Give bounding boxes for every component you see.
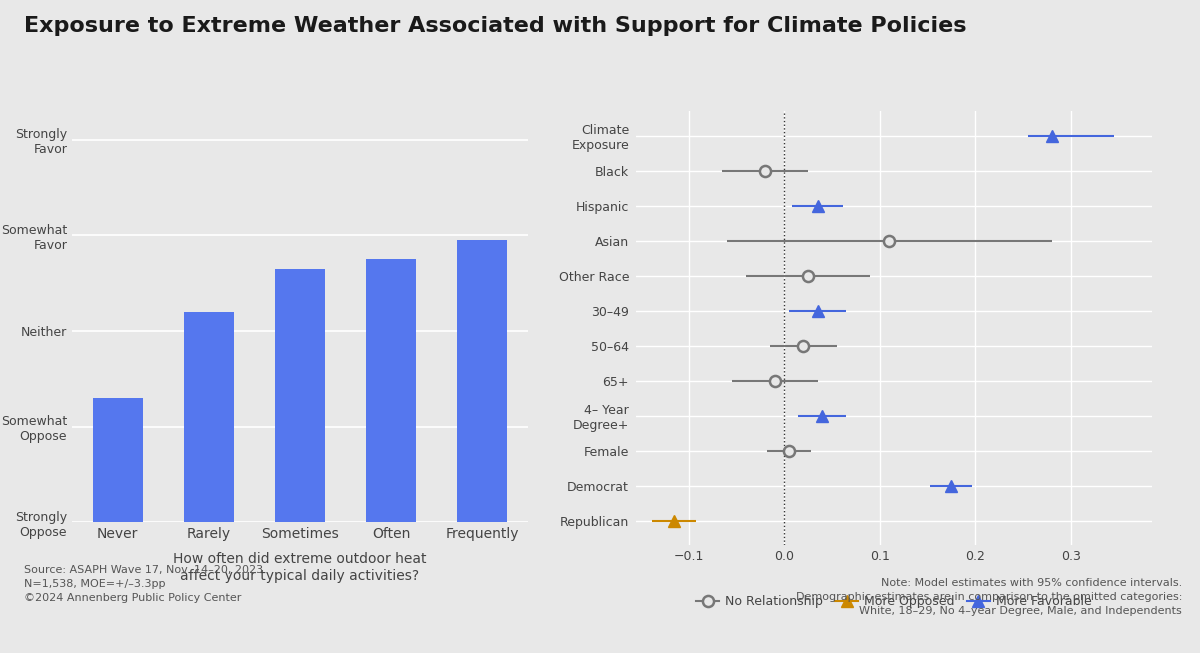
Bar <box>366 259 416 522</box>
X-axis label: How often did extreme outdoor heat
affect your typical daily activities?: How often did extreme outdoor heat affec… <box>173 552 427 582</box>
Legend: No Relationship, More Opposed, More Favorable: No Relationship, More Opposed, More Favo… <box>696 595 1092 608</box>
Text: Exposure to Extreme Weather Associated with Support for Climate Policies: Exposure to Extreme Weather Associated w… <box>24 16 966 37</box>
Bar <box>275 269 325 522</box>
Text: Note: Model estimates with 95% confidence intervals.
Demographic estimates are i: Note: Model estimates with 95% confidenc… <box>796 578 1182 616</box>
Bar <box>92 398 143 522</box>
Bar <box>457 240 508 522</box>
Bar <box>184 312 234 522</box>
Text: Source: ASAPH Wave 17, Nov. 14–20, 2023
N=1,538, MOE=+/–3.3pp
©2024 Annenberg Pu: Source: ASAPH Wave 17, Nov. 14–20, 2023 … <box>24 565 263 603</box>
